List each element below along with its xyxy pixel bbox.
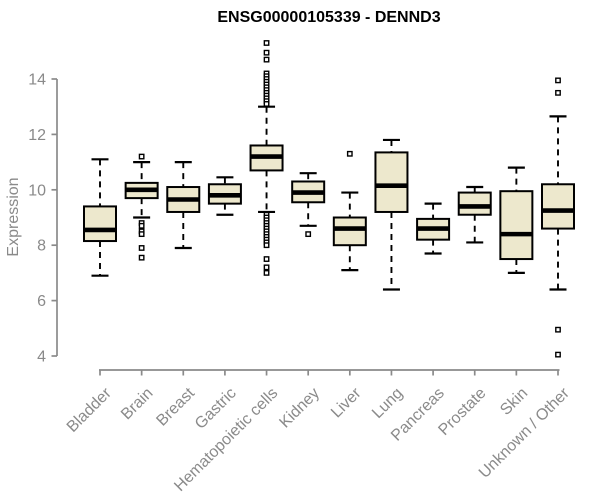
boxplot-liver (332, 150, 367, 272)
y-tick-label: 14 (28, 72, 46, 89)
boxplot-unknown-other (541, 77, 575, 358)
y-tick-label: 6 (37, 293, 46, 310)
iqr-box (541, 183, 575, 230)
x-tick-label-kidney: Kidney (276, 385, 323, 432)
outlier-point (138, 222, 145, 229)
boxplot-prostate (457, 185, 492, 244)
outlier-point (263, 270, 270, 276)
x-tick-label-liver: Liver (328, 384, 365, 421)
outlier-point (138, 231, 145, 238)
outlier-point (555, 326, 561, 333)
outlier-point (263, 256, 270, 262)
outlier-point (263, 264, 270, 271)
iqr-box (457, 191, 492, 216)
outlier-point (555, 351, 561, 358)
y-axis: 4 6 8 10 12 14 (28, 72, 58, 366)
x-tick-label-bladder: Bladder (64, 384, 115, 435)
boxplot-bladder (83, 158, 117, 277)
outlier-point (263, 40, 270, 46)
boxplot-skin (499, 166, 534, 274)
outlier-point (263, 101, 270, 107)
outlier-point (346, 150, 353, 157)
outlier-point (263, 56, 270, 63)
iqr-box (374, 151, 409, 213)
outlier-point (138, 254, 145, 261)
boxplot-brain (124, 153, 159, 261)
outlier-point (555, 89, 561, 96)
boxplot-kidney (291, 172, 326, 238)
outlier-point (263, 49, 270, 56)
x-tick-label-lung: Lung (369, 385, 406, 422)
outlier-point (138, 153, 145, 160)
boxplot-pancreas (416, 202, 451, 255)
boxplot-lung (374, 138, 409, 291)
y-tick-label: 8 (37, 238, 46, 255)
x-tick-label-brain: Brain (118, 385, 156, 423)
x-tick-label-skin: Skin (497, 385, 531, 419)
boxplot-gastric (207, 176, 242, 216)
x-tick-label-breast: Breast (153, 384, 198, 429)
y-tick-label: 4 (37, 349, 46, 366)
outlier-point (263, 242, 270, 249)
y-tick-label: 12 (28, 127, 46, 144)
outlier-point (138, 245, 145, 251)
outlier-point (555, 77, 561, 84)
iqr-box (499, 190, 534, 261)
boxplot-breast (166, 161, 201, 250)
chart-title: ENSG00000105339 - DENND3 (217, 9, 441, 26)
iqr-box (83, 205, 117, 243)
iqr-box (332, 216, 367, 247)
boxplot-hematopoietic-cells (249, 40, 284, 276)
y-tick-label: 10 (28, 182, 46, 199)
outlier-point (305, 231, 312, 238)
